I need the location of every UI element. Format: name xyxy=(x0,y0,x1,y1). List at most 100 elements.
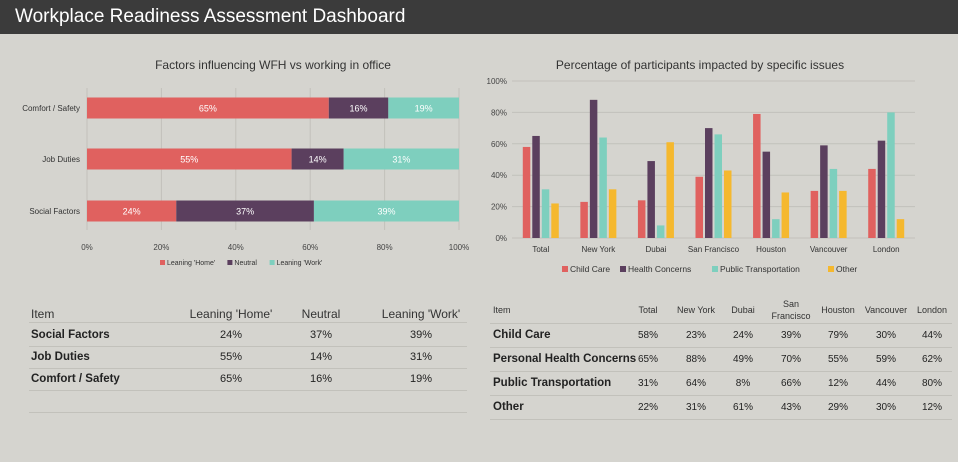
column-other xyxy=(551,203,559,238)
x-tick-label: 0% xyxy=(81,243,93,252)
column-public-transportation xyxy=(541,189,550,238)
row-label: Job Duties xyxy=(31,351,90,363)
column-other xyxy=(896,219,905,238)
x-tick-label: 40% xyxy=(228,243,244,252)
x-tick-label: 60% xyxy=(302,243,318,252)
cell-value: 65% xyxy=(637,354,658,365)
table-row: Social Factors 24% 37% 39% xyxy=(29,325,467,347)
legend-label: Public Transportation xyxy=(720,264,800,274)
cell-value: 64% xyxy=(685,378,706,389)
cell-value: 30% xyxy=(875,330,896,341)
header-san-francisco: San Francisco xyxy=(771,299,811,321)
data-label: 65% xyxy=(199,104,217,114)
column-public-transportation xyxy=(772,219,780,238)
cell-value: 79% xyxy=(827,330,848,341)
y-tick-label: 0% xyxy=(495,234,507,243)
column-health-concerns xyxy=(820,145,828,238)
column-child-care xyxy=(810,190,819,238)
x-tick-label: 100% xyxy=(449,243,469,252)
column-other xyxy=(839,190,847,238)
column-other xyxy=(781,192,790,238)
bar-segment-leaning-work xyxy=(313,200,459,222)
table-row: Public Transportation 31% 64% 8% 66% 12%… xyxy=(490,372,952,396)
header-neutral: Neutral xyxy=(301,307,341,321)
cell-value: 62% xyxy=(921,354,942,365)
right-summary-table: Item Total New York Dubai San Francisco … xyxy=(490,297,952,422)
y-tick-label: 80% xyxy=(491,108,507,117)
category-label: Social Factors xyxy=(29,207,80,216)
header-total: Total xyxy=(638,305,658,315)
row-label: Comfort / Safety xyxy=(31,373,120,385)
column-public-transportation xyxy=(714,134,722,238)
legend-label: Child Care xyxy=(570,264,610,274)
column-health-concerns xyxy=(705,128,713,238)
table-row: Comfort / Safety 65% 16% 19% xyxy=(29,369,467,391)
legend-label: Leaning 'Home' xyxy=(167,260,215,267)
bar-segment-leaning-work xyxy=(388,97,459,119)
column-other xyxy=(724,170,732,238)
column-public-transportation xyxy=(656,225,665,238)
y-tick-label: 100% xyxy=(487,77,507,86)
column-health-concerns xyxy=(647,161,655,238)
legend-label: Other xyxy=(836,264,857,274)
cell-value: 55% xyxy=(827,354,848,365)
table-row: Other 22% 31% 61% 43% 29% 30% 12% xyxy=(490,396,952,420)
table-header-row: Item Leaning 'Home' Neutral Leaning 'Wor… xyxy=(29,305,467,323)
cell-value: 23% xyxy=(685,330,706,341)
left-chart-title: Factors influencing WFH vs working in of… xyxy=(155,58,391,72)
header-vancouver: Vancouver xyxy=(864,305,908,315)
cell-value: 65% xyxy=(219,373,243,385)
column-public-transportation xyxy=(887,112,895,238)
row-label: Public Transportation xyxy=(493,377,612,389)
column-public-transportation xyxy=(599,137,607,238)
cell-value: 19% xyxy=(409,373,433,385)
cell-value: 31% xyxy=(685,402,706,413)
cell-value: 8% xyxy=(735,378,751,389)
column-child-care xyxy=(637,200,646,238)
legend-swatch-leaning-home xyxy=(160,260,165,265)
legend-swatch-health-concerns xyxy=(620,266,626,272)
column-health-concerns xyxy=(877,140,886,238)
row-label: Child Care xyxy=(493,329,551,341)
cell-value: 44% xyxy=(921,330,942,341)
x-category-label: San Francisco xyxy=(688,245,740,254)
cell-value: 22% xyxy=(637,402,658,413)
column-public-transportation xyxy=(829,168,838,238)
cell-value: 88% xyxy=(685,354,706,365)
cell-value: 39% xyxy=(780,330,801,341)
data-label: 55% xyxy=(180,155,198,165)
dashboard-title: Workplace Readiness Assessment Dashboard xyxy=(15,6,406,27)
column-health-concerns xyxy=(589,99,598,238)
column-health-concerns xyxy=(532,135,540,238)
column-child-care xyxy=(695,176,703,238)
x-tick-label: 80% xyxy=(377,243,393,252)
cell-value: 43% xyxy=(780,402,801,413)
row-label: Social Factors xyxy=(31,329,110,341)
y-tick-label: 60% xyxy=(491,140,507,149)
bar-segment-leaning-home xyxy=(87,200,177,222)
column-health-concerns xyxy=(762,151,771,238)
legend-swatch-public-transportation xyxy=(712,266,718,272)
data-label: 37% xyxy=(236,207,254,217)
x-category-label: Dubai xyxy=(645,245,666,254)
x-category-label: Total xyxy=(532,245,549,254)
left-summary-table: Item Leaning 'Home' Neutral Leaning 'Wor… xyxy=(29,305,467,420)
header-item: Item xyxy=(31,307,55,321)
cell-value: 37% xyxy=(309,329,333,341)
table-header-row: Item Total New York Dubai San Francisco … xyxy=(490,297,952,324)
data-label: 14% xyxy=(309,155,327,165)
header-leaning-work: Leaning 'Work' xyxy=(381,307,461,321)
bar-segment-leaning-home xyxy=(87,148,292,170)
bar-segment-neutral xyxy=(328,97,389,119)
column-other xyxy=(666,142,674,238)
right-chart-title: Percentage of participants impacted by s… xyxy=(555,58,845,72)
row-label: Other xyxy=(493,401,524,413)
cell-value: 80% xyxy=(921,378,942,389)
cell-value: 24% xyxy=(732,330,753,341)
table-row: Job Duties 55% 14% 31% xyxy=(29,347,467,369)
header-dubai: Dubai xyxy=(731,305,755,315)
data-label: 16% xyxy=(350,104,368,114)
legend-label: Neutral xyxy=(234,260,257,267)
table-row: Child Care 58% 23% 24% 39% 79% 30% 44% xyxy=(490,324,952,348)
legend-swatch-neutral xyxy=(227,260,233,265)
